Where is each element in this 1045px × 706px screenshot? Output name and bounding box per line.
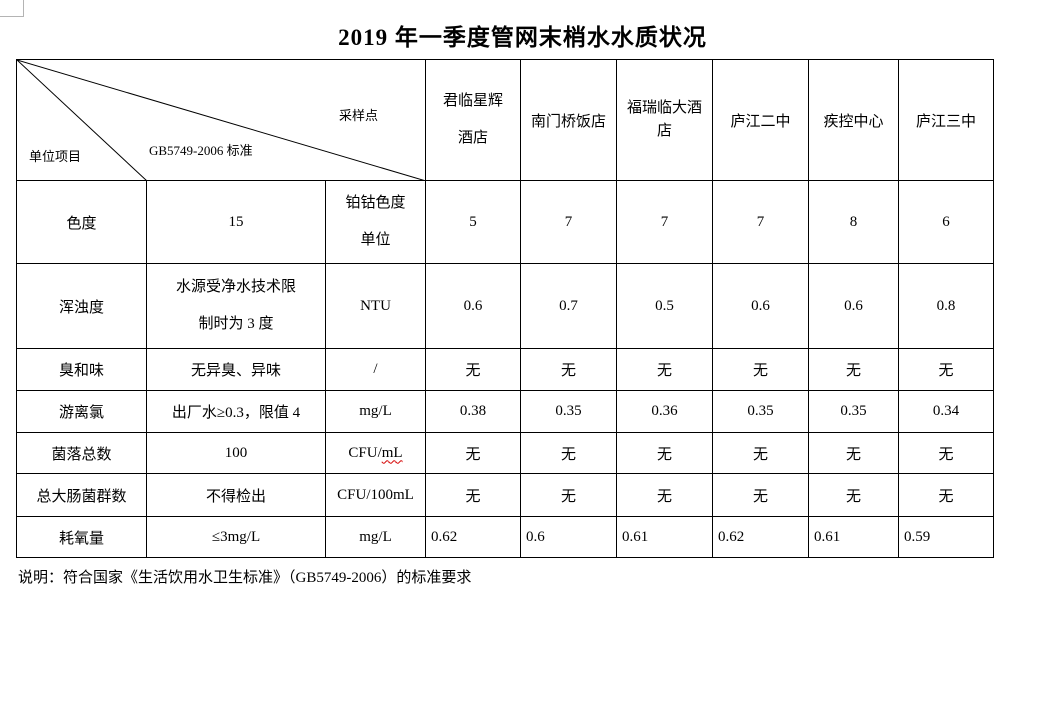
site-header: 君临星辉 酒店 — [425, 59, 521, 181]
table-row: 色度 15 铂钴色度 单位 5 7 7 7 8 6 — [16, 180, 994, 264]
header-unit-item-label: 单位项目 — [29, 149, 82, 164]
item-cell: 浑浊度 — [16, 263, 147, 349]
table-row: 浑浊度 水源受净水技术限 制时为 3 度 NTU 0.6 0.7 0.5 0.6… — [16, 263, 994, 349]
unit-cell: mg/L — [325, 390, 426, 433]
site-header: 疾控中心 — [808, 59, 899, 181]
value-cell: 0.7 — [520, 263, 617, 349]
standard-cell: 水源受净水技术限 制时为 3 度 — [146, 263, 326, 349]
item-cell: 菌落总数 — [16, 432, 147, 474]
value-cell: 无 — [520, 473, 617, 517]
item-cell: 臭和味 — [16, 348, 147, 391]
value-cell: 0.35 — [808, 390, 899, 433]
value-cell: 0.35 — [712, 390, 809, 433]
value-cell: 无 — [808, 348, 899, 391]
value-cell: 0.61 — [808, 516, 899, 558]
item-cell: 游离氯 — [16, 390, 147, 433]
value-cell: 0.36 — [616, 390, 713, 433]
item-cell: 总大肠菌群数 — [16, 473, 147, 517]
site-header: 庐江三中 — [898, 59, 994, 181]
unit-cell: 铂钴色度 单位 — [325, 180, 426, 264]
value-cell: 无 — [520, 432, 617, 474]
footnote: 说明：符合国家《生活饮用水卫生标准》（GB5749-2006）的标准要求 — [18, 570, 472, 586]
standard-cell: 无异臭、异味 — [146, 348, 326, 391]
value-cell: 无 — [712, 473, 809, 517]
unit-cell: NTU — [325, 263, 426, 349]
value-cell: 0.59 — [898, 516, 994, 558]
value-cell: 无 — [425, 348, 521, 391]
page-corner-box — [0, 0, 24, 17]
standard-cell: 100 — [146, 432, 326, 474]
site-header: 福瑞临大酒 店 — [616, 59, 713, 181]
value-cell: 0.62 — [712, 516, 809, 558]
value-cell: 无 — [898, 432, 994, 474]
diagonal-lines-icon — [17, 60, 423, 180]
value-cell: 0.6 — [712, 263, 809, 349]
value-cell: 无 — [898, 348, 994, 391]
table-row: 总大肠菌群数 不得检出 CFU/100mL 无 无 无 无 无 无 — [16, 473, 994, 517]
value-cell: 无 — [712, 348, 809, 391]
value-cell: 0.5 — [616, 263, 713, 349]
unit-cell: / — [325, 348, 426, 391]
table-row: 游离氯 出厂水≥0.3，限值 4 mg/L 0.38 0.35 0.36 0.3… — [16, 390, 994, 433]
value-cell: 8 — [808, 180, 899, 264]
item-cell: 色度 — [16, 180, 147, 264]
header-standard-label: GB5749-2006 标准 — [149, 143, 253, 158]
value-cell: 0.6 — [808, 263, 899, 349]
value-cell: 无 — [712, 432, 809, 474]
unit-text: CFU/ — [348, 444, 382, 461]
header-sampling-point-label: 采样点 — [339, 108, 379, 123]
value-cell: 无 — [616, 432, 713, 474]
value-cell: 0.35 — [520, 390, 617, 433]
table-row: 耗氧量 ≤3mg/L mg/L 0.62 0.6 0.61 0.62 0.61 … — [16, 516, 994, 558]
standard-cell: ≤3mg/L — [146, 516, 326, 558]
value-cell: 5 — [425, 180, 521, 264]
value-cell: 0.62 — [425, 516, 521, 558]
unit-cell: CFU/100mL — [325, 473, 426, 517]
value-cell: 0.6 — [425, 263, 521, 349]
value-cell: 7 — [712, 180, 809, 264]
value-cell: 7 — [616, 180, 713, 264]
value-cell: 无 — [898, 473, 994, 517]
page-title: 2019 年一季度管网末梢水水质状况 — [338, 25, 707, 50]
standard-cell: 出厂水≥0.3，限值 4 — [146, 390, 326, 433]
table-row: 臭和味 无异臭、异味 / 无 无 无 无 无 无 — [16, 348, 994, 391]
unit-cell: CFU/mL — [325, 432, 426, 474]
value-cell: 0.8 — [898, 263, 994, 349]
value-cell: 无 — [616, 473, 713, 517]
value-cell: 6 — [898, 180, 994, 264]
table-row: 菌落总数 100 CFU/mL 无 无 无 无 无 无 — [16, 432, 994, 474]
standard-cell: 15 — [146, 180, 326, 264]
standard-cell: 不得检出 — [146, 473, 326, 517]
value-cell: 无 — [425, 473, 521, 517]
value-cell: 0.38 — [425, 390, 521, 433]
diagonal-header-cell: 单位项目 GB5749-2006 标准 采样点 — [16, 59, 426, 181]
value-cell: 7 — [520, 180, 617, 264]
value-cell: 0.6 — [520, 516, 617, 558]
site-header: 庐江二中 — [712, 59, 809, 181]
value-cell: 无 — [616, 348, 713, 391]
unit-text-spellcheck: mL — [381, 444, 403, 461]
water-quality-table: 单位项目 GB5749-2006 标准 采样点 君临星辉 酒店 南门桥饭店 福瑞… — [16, 59, 994, 558]
site-header: 南门桥饭店 — [520, 59, 617, 181]
table-header-row: 单位项目 GB5749-2006 标准 采样点 君临星辉 酒店 南门桥饭店 福瑞… — [16, 59, 994, 181]
value-cell: 无 — [520, 348, 617, 391]
item-cell: 耗氧量 — [16, 516, 147, 558]
unit-cell: mg/L — [325, 516, 426, 558]
value-cell: 0.34 — [898, 390, 994, 433]
value-cell: 无 — [808, 432, 899, 474]
value-cell: 无 — [425, 432, 521, 474]
value-cell: 0.61 — [616, 516, 713, 558]
value-cell: 无 — [808, 473, 899, 517]
